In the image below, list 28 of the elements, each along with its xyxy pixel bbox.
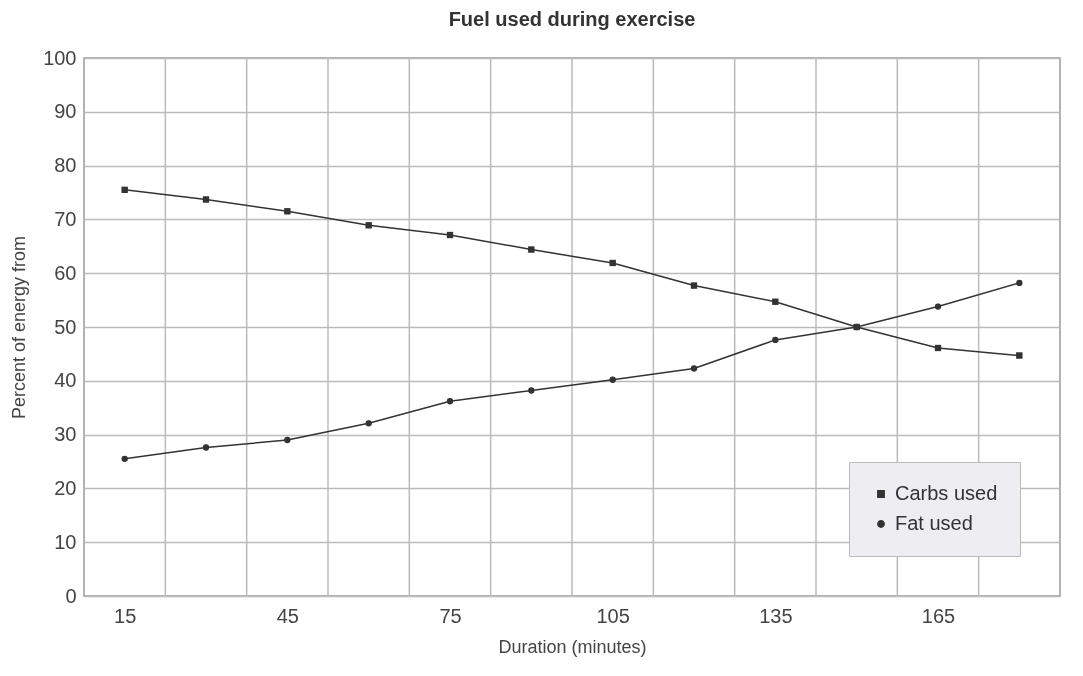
x-tick-label: 45 [276,604,299,627]
point [365,420,372,427]
point [528,387,535,394]
y-tick-label: 40 [54,369,77,392]
x-tick-label: 135 [759,604,793,627]
x-tick-label: 165 [921,604,956,627]
point [528,246,535,253]
y-tick-label: 30 [54,423,77,446]
y-tick-label: 80 [54,154,77,177]
y-tick-label: 10 [54,530,77,553]
y-tick-label: 60 [54,261,77,284]
legend-label: Fat used [895,512,973,534]
point [284,208,291,215]
x-tick-label: 75 [439,604,462,627]
y-tick-label: 20 [54,476,77,499]
legend-label: Carbs used [895,482,998,504]
chart-title: Fuel used during exercise [448,8,696,30]
point [1016,352,1023,359]
y-tick-label: 90 [54,100,77,123]
x-axis-title: Duration (minutes) [498,636,647,657]
y-axis-title: Percent of energy from [9,235,30,420]
y-tick-label: 70 [54,207,77,230]
y-tick-label: 50 [54,315,77,338]
y-tick-label: 0 [65,584,77,607]
x-tick-label: 105 [596,604,630,627]
y-tick-label: 100 [43,46,77,69]
point [365,222,372,229]
x-tick-label: 15 [114,604,137,627]
